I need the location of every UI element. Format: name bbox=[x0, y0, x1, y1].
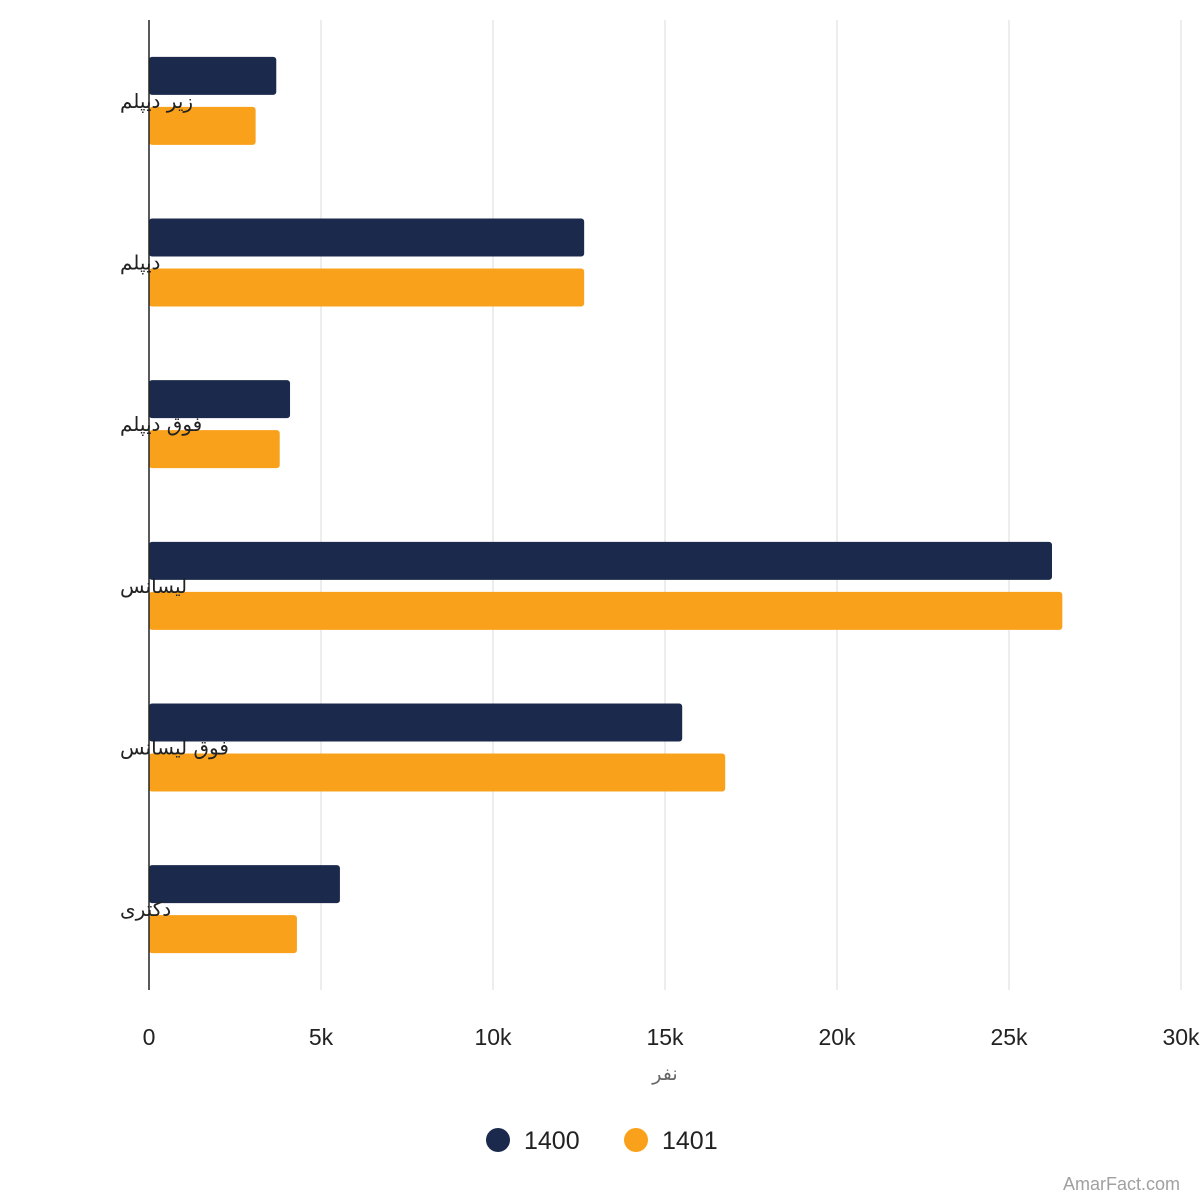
category-label: دیپلم bbox=[120, 251, 160, 276]
bar-1401 bbox=[149, 430, 280, 469]
x-tick-label: 20k bbox=[818, 1024, 856, 1050]
bar-1400 bbox=[149, 56, 277, 95]
bar-1401 bbox=[149, 268, 585, 307]
category-label: لیسانس bbox=[120, 574, 187, 598]
x-tick-label: 10k bbox=[474, 1024, 512, 1050]
category-label: فوق دیپلم bbox=[120, 412, 202, 437]
bar-1400 bbox=[149, 380, 291, 419]
grid-lines bbox=[320, 20, 1182, 990]
bar-1401 bbox=[149, 591, 1063, 630]
x-axis-title: نفر bbox=[651, 1063, 677, 1085]
watermark: AmarFact.com bbox=[1063, 1174, 1180, 1194]
category-label: زیر دیپلم bbox=[120, 89, 193, 114]
bar-1401 bbox=[149, 106, 256, 145]
legend-label: 1400 bbox=[524, 1127, 580, 1155]
x-tick-labels: 0 5k 10k 15k 20k 25k 30k bbox=[143, 1024, 1200, 1050]
bars bbox=[149, 56, 1063, 954]
legend-marker bbox=[486, 1128, 510, 1152]
category-label: فوق لیسانس bbox=[120, 736, 229, 760]
category-label: دکتری bbox=[120, 897, 171, 921]
bar-1400 bbox=[149, 865, 340, 904]
bar-1400 bbox=[149, 218, 585, 257]
bar-1401 bbox=[149, 753, 726, 792]
x-tick-label: 25k bbox=[990, 1024, 1028, 1050]
bar-1400 bbox=[149, 703, 683, 742]
bar-1400 bbox=[149, 541, 1052, 580]
category-labels: زیر دیپلم دیپلم فوق دیپلم لیسانس فوق لیسانس د… bbox=[120, 89, 229, 921]
x-tick-label: 5k bbox=[309, 1024, 334, 1050]
x-tick-label: 15k bbox=[646, 1024, 684, 1050]
legend-marker bbox=[624, 1128, 648, 1152]
x-tick-label: 0 bbox=[143, 1024, 156, 1050]
legend-label: 1401 bbox=[662, 1127, 718, 1155]
x-tick-label: 30k bbox=[1162, 1024, 1200, 1050]
legend: 1400 1401 bbox=[486, 1127, 718, 1155]
bar-1401 bbox=[149, 915, 297, 954]
